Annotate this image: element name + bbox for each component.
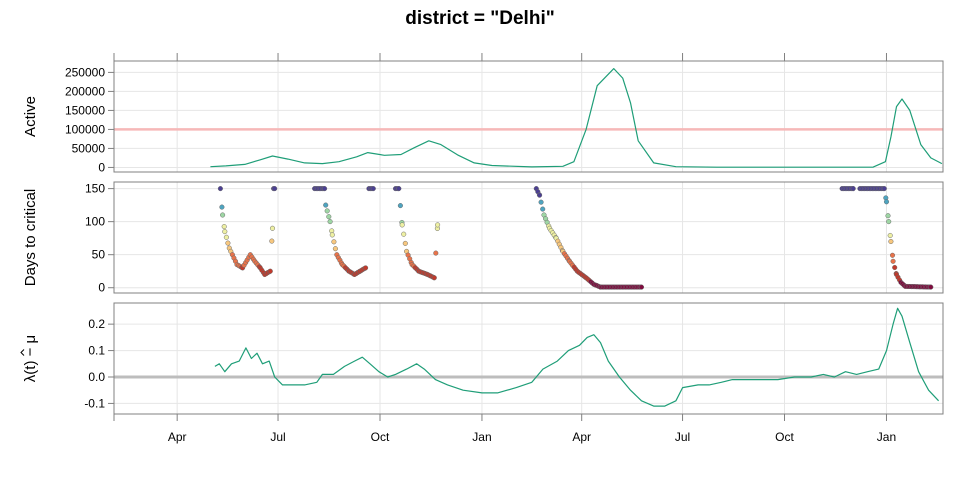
- data-point: [329, 232, 335, 238]
- data-point: [399, 222, 405, 228]
- y-tick-label: 50000: [72, 141, 106, 155]
- data-point: [892, 264, 898, 271]
- data-point: [269, 238, 275, 244]
- x-tick-label: Apr: [572, 430, 591, 444]
- y-tick-label: 0.2: [88, 317, 105, 331]
- data-point: [323, 202, 329, 208]
- data-point: [638, 284, 645, 290]
- series-line: [214, 307, 940, 407]
- lambda-hat-icon: [20, 349, 25, 356]
- panel-frame: [113, 181, 944, 294]
- y-tick-label: -0.1: [84, 396, 105, 410]
- y-tick-label: 250000: [65, 65, 105, 79]
- data-point: [370, 186, 376, 192]
- data-point: [326, 214, 332, 220]
- data-point: [538, 199, 544, 205]
- y-tick-label: 200000: [65, 84, 105, 98]
- series-line: [210, 68, 943, 168]
- y-tick-label: 0: [98, 160, 105, 174]
- data-point: [223, 234, 229, 240]
- data-point: [928, 284, 934, 290]
- x-axis: Apr Jul Oct Jan Apr Jul Oct Jan: [113, 53, 896, 444]
- data-point: [881, 186, 887, 192]
- data-point: [537, 192, 543, 198]
- lambda-panel: -0.1 0.0 0.1 0.2 λ(t) − μ: [20, 302, 944, 415]
- x-tick-label: Jan: [877, 430, 896, 444]
- data-point: [889, 252, 896, 258]
- data-point: [883, 199, 890, 205]
- chart-panels: Apr Jul Oct Jan Apr Jul Oct Jan0500001000001500…: [20, 53, 944, 444]
- x-tick-label: Oct: [775, 430, 794, 444]
- data-point: [433, 250, 439, 256]
- data-point: [890, 258, 896, 264]
- y-tick-label: 100: [85, 215, 105, 229]
- data-point: [401, 231, 407, 237]
- x-tick-label: Jul: [675, 430, 690, 444]
- y-tick-label: 0.0: [88, 370, 105, 384]
- data-point: [887, 232, 893, 239]
- data-point: [363, 265, 369, 271]
- data-point: [331, 239, 337, 245]
- chart-title: district = "Delhi": [405, 8, 554, 29]
- data-point: [324, 208, 330, 214]
- data-point: [397, 203, 403, 209]
- panel-frame: [113, 60, 944, 173]
- y-axis-label: Active: [22, 96, 39, 137]
- active-panel: 0 50000 100000 150000 200000 250000 Active: [22, 60, 944, 174]
- data-point: [888, 238, 894, 245]
- data-point: [396, 186, 402, 192]
- y-tick-label: 100000: [65, 122, 105, 136]
- data-point: [431, 275, 437, 281]
- data-point: [272, 186, 278, 192]
- y-tick-label: 150000: [65, 103, 105, 117]
- data-point: [850, 186, 856, 192]
- x-tick-label: Jan: [472, 430, 491, 444]
- data-point: [225, 240, 231, 246]
- y-tick-label: 50: [92, 248, 106, 262]
- data-point: [219, 204, 225, 210]
- y-tick-label: 150: [85, 182, 105, 196]
- data-point: [267, 268, 273, 274]
- panel-frame: [113, 302, 944, 415]
- data-point: [886, 219, 892, 225]
- data-point: [885, 213, 891, 219]
- data-point: [435, 222, 441, 228]
- data-point: [269, 225, 276, 231]
- data-point: [220, 212, 226, 218]
- data-point: [402, 240, 408, 246]
- data-point: [540, 206, 546, 212]
- data-point: [327, 219, 333, 225]
- y-axis-label: Days to critical: [22, 189, 39, 287]
- x-tick-label: Apr: [168, 430, 187, 444]
- days-panel: 0 50 100 150 Days to critical: [22, 181, 944, 295]
- data-point: [217, 186, 223, 192]
- data-point: [222, 229, 228, 235]
- y-tick-label: 0.1: [88, 344, 105, 358]
- x-tick-label: Jul: [270, 430, 285, 444]
- y-axis-label: λ(t) − μ: [22, 335, 39, 382]
- y-tick-label: 0: [98, 281, 105, 295]
- data-point: [221, 224, 227, 230]
- data-point: [322, 186, 328, 192]
- data-point: [332, 246, 338, 252]
- x-tick-label: Oct: [371, 430, 390, 444]
